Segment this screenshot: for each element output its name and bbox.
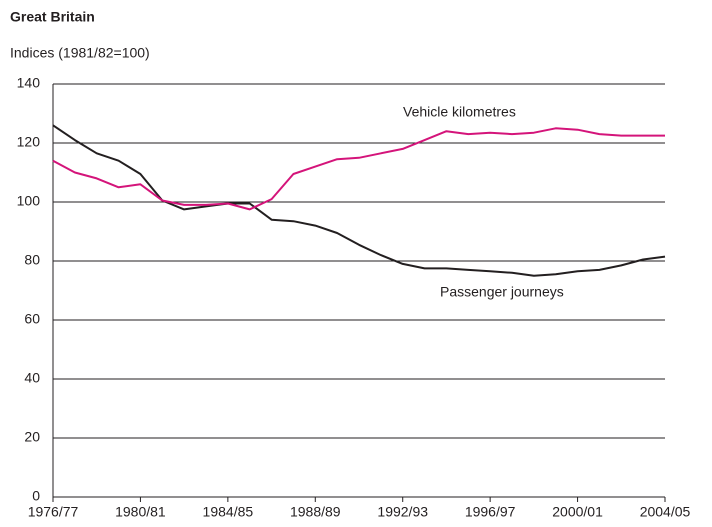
x-tick-label: 1992/93 (377, 504, 428, 520)
y-tick-label: 60 (24, 311, 40, 327)
x-tick-label: 1980/81 (115, 504, 166, 520)
y-tick-label: 40 (24, 370, 40, 386)
x-tick-label: 1988/89 (290, 504, 341, 520)
y-tick-label: 100 (17, 193, 41, 209)
y-tick-label: 140 (17, 75, 41, 91)
series-line (52, 127, 665, 211)
y-tick-label: 80 (24, 252, 40, 268)
series-label: Passenger journeys (440, 284, 564, 300)
x-tick-label: 1976/77 (28, 504, 79, 520)
x-tick-label: 2000/01 (552, 504, 603, 520)
y-tick-label: 0 (32, 488, 40, 504)
chart-subtitle: Indices (1981/82=100) (10, 45, 150, 61)
y-tick-label: 20 (24, 429, 40, 445)
chart-title: Great Britain (10, 9, 95, 25)
series-line (52, 124, 666, 277)
x-tick-label: 1984/85 (203, 504, 254, 520)
x-tick-label: 1996/97 (465, 504, 516, 520)
x-tick-label: 2004/05 (640, 504, 691, 520)
series-label: Vehicle kilometres (403, 104, 516, 120)
y-tick-label: 120 (17, 134, 41, 150)
